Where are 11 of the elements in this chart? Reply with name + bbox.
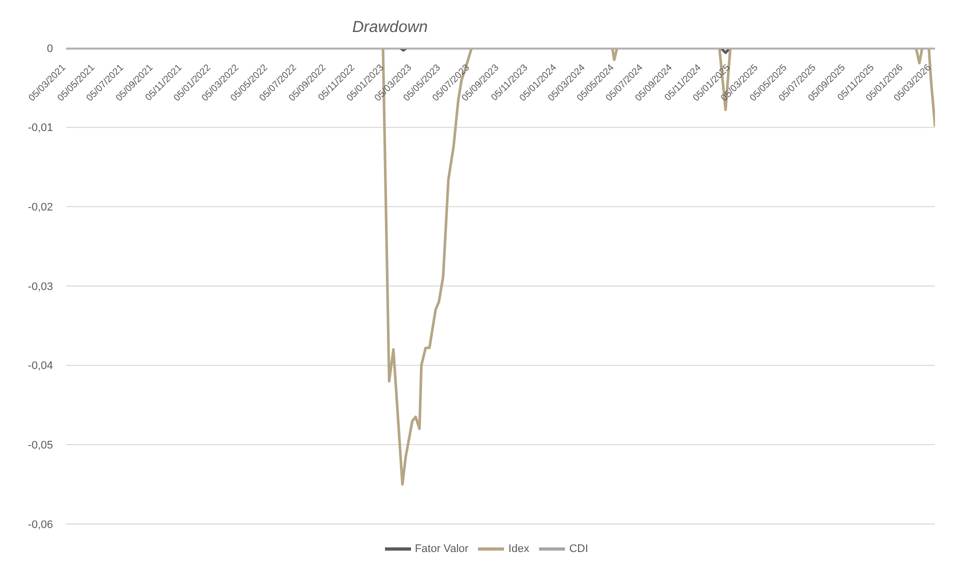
y-tick-label: -0,04 bbox=[28, 360, 53, 372]
legend-label: Idex bbox=[508, 542, 530, 555]
y-tick-label: -0,02 bbox=[28, 202, 53, 214]
chart-title: Drawdown bbox=[351, 19, 429, 37]
legend-label: Fator Valor bbox=[414, 542, 468, 555]
legend-label: CDI bbox=[569, 542, 588, 555]
y-tick-label: -0,01 bbox=[28, 122, 53, 134]
y-tick-label: -0,05 bbox=[28, 440, 53, 452]
y-tick-label: -0,03 bbox=[28, 280, 53, 293]
y-tick-label: 0 bbox=[46, 42, 53, 55]
y-tick-label: -0,06 bbox=[28, 518, 53, 531]
